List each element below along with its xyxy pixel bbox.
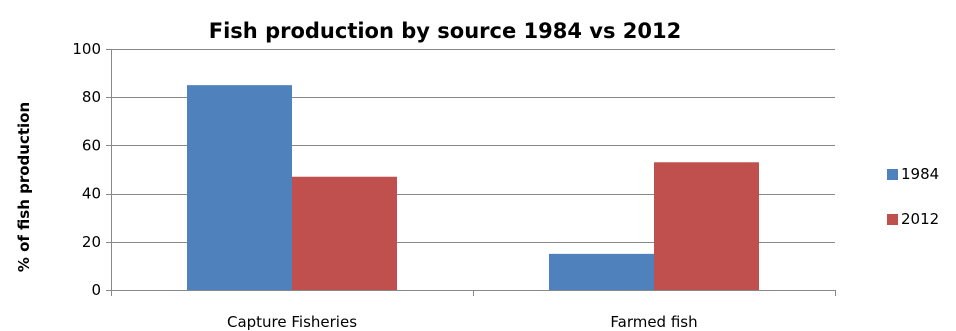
legend-label-1984: 1984	[901, 165, 939, 183]
chart-title: Fish production by source 1984 vs 2012	[209, 19, 681, 43]
bars	[187, 85, 759, 291]
y-tick-label-100: 100	[72, 40, 101, 58]
x-category-labels: Capture Fisheries Farmed fish	[227, 313, 698, 331]
legend-swatch-1984	[887, 169, 898, 180]
y-tick-label-0: 0	[91, 281, 101, 299]
category-label-capture-fisheries: Capture Fisheries	[227, 313, 357, 331]
y-axis-label: % of fish production	[15, 102, 33, 272]
y-tick-label-60: 60	[82, 136, 101, 154]
y-tick-label-20: 20	[82, 233, 101, 251]
y-tick-label-40: 40	[82, 185, 101, 203]
legend-swatch-2012	[887, 214, 898, 225]
bar-1984-farmed-fish	[549, 253, 654, 290]
legend-label-2012: 2012	[901, 210, 939, 228]
axes	[106, 49, 836, 296]
y-tick-labels: 0 20 40 60 80 100	[72, 40, 101, 299]
bar-1984-capture-fisheries	[187, 85, 292, 291]
legend: 1984 2012	[887, 165, 939, 228]
category-label-farmed-fish: Farmed fish	[610, 313, 697, 331]
bar-2012-farmed-fish	[654, 162, 759, 290]
bar-2012-capture-fisheries	[292, 176, 397, 290]
y-tick-label-80: 80	[82, 88, 101, 106]
